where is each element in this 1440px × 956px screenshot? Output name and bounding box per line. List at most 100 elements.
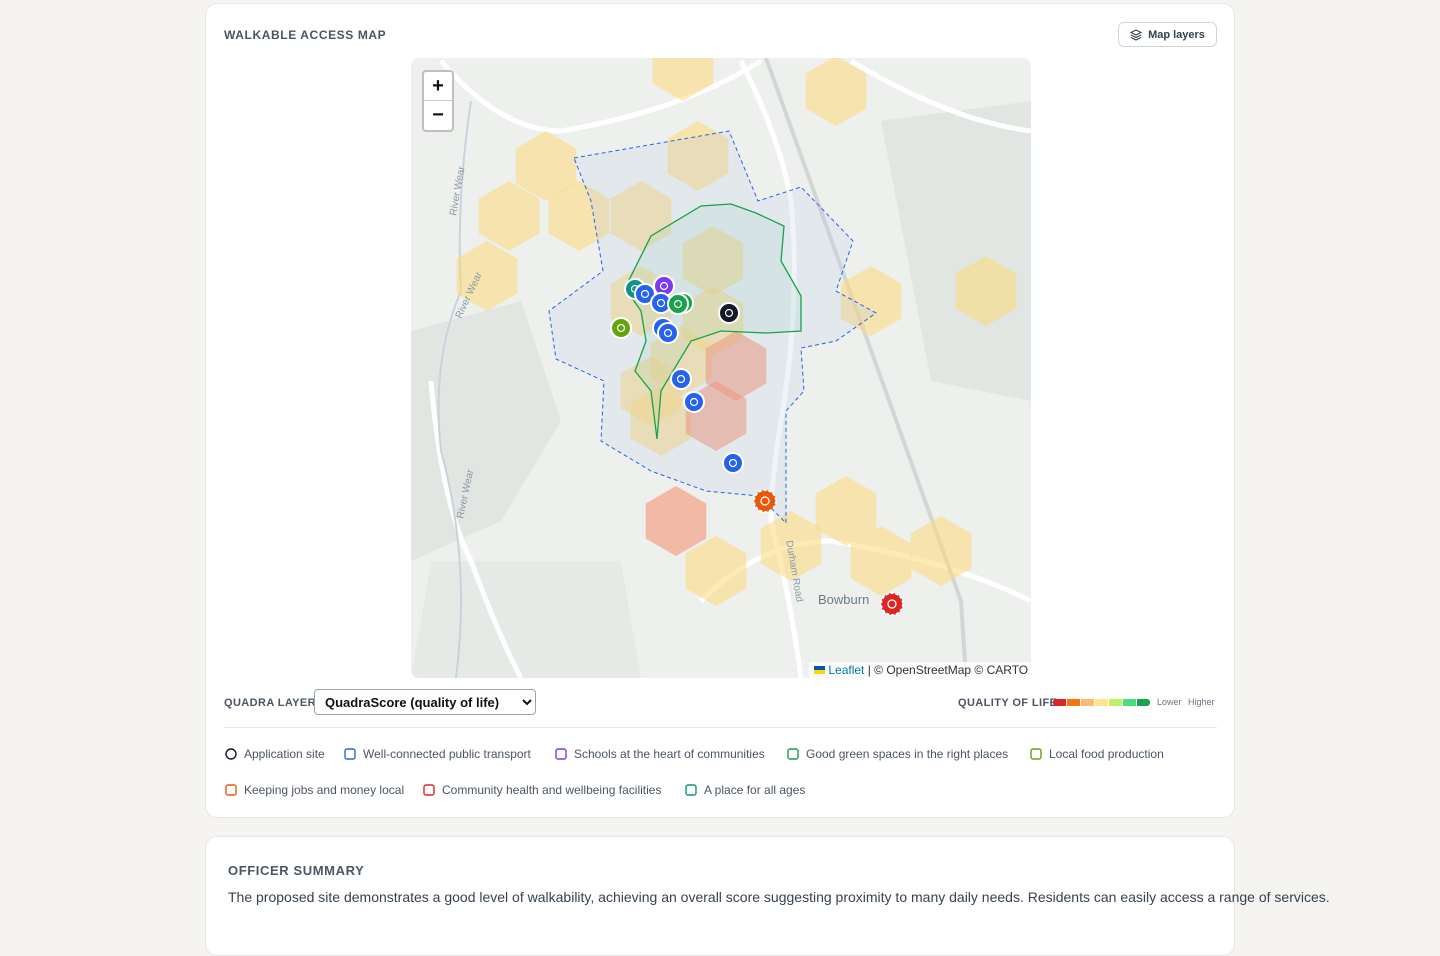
icon-shape [787, 748, 799, 760]
legend-item: Local food production [1029, 747, 1164, 761]
hex [850, 526, 912, 596]
legend-icon [555, 748, 567, 760]
hex [760, 511, 822, 581]
scale-low: Lower [1157, 697, 1182, 707]
hex [682, 226, 744, 296]
legend-icon [1030, 748, 1042, 760]
legend-icon [225, 748, 237, 760]
legend-label: Community health and wellbeing facilitie… [442, 783, 662, 797]
map-marker [610, 317, 632, 339]
legend-item: Schools at the heart of communities [554, 747, 765, 761]
map-layers-button[interactable]: Map layers [1118, 22, 1217, 47]
green-isochrone [624, 203, 802, 440]
layer-label: QUADRA LAYER [224, 697, 316, 709]
legend-item: Good green spaces in the right places [786, 747, 1008, 761]
walk-isochrone [548, 130, 877, 525]
legend-label: Local food production [1049, 747, 1164, 761]
button-label: Map layers [1148, 28, 1205, 41]
scale-high: Higher [1188, 697, 1215, 707]
zoom-out[interactable]: − [432, 104, 444, 126]
summary-title: OFFICER SUMMARY [228, 863, 365, 878]
highlight-marker [753, 489, 777, 513]
zoom-control: + − [422, 70, 454, 132]
layer-select[interactable]: QuadraScore (quality of life) [314, 689, 536, 715]
hex [910, 516, 972, 586]
highlight-marker [880, 592, 904, 616]
icon-shape [423, 784, 435, 796]
marker-icon [728, 458, 738, 468]
icon-shape [685, 784, 697, 796]
legend-icon [787, 748, 799, 760]
legend-label: Good green spaces in the right places [806, 747, 1009, 761]
legend-item: Application site [224, 747, 325, 761]
legend-label: A place for all ages [704, 783, 806, 797]
hex [685, 536, 747, 606]
map-marker [657, 322, 679, 344]
summary-card: OFFICER SUMMARY The proposed site demons… [205, 836, 1330, 956]
hex [652, 58, 714, 101]
hex [456, 241, 518, 311]
hex [705, 331, 767, 401]
map-card: WALKABLE ACCESS MAP Map layers River Wea… [205, 3, 1235, 818]
marker-icon [760, 496, 770, 506]
map-marker [683, 391, 705, 413]
markers [610, 275, 904, 616]
legend-item: Community health and wellbeing facilitie… [422, 783, 661, 797]
map-marker [718, 302, 740, 324]
summary-text: The proposed site demonstrates a good le… [228, 889, 1330, 905]
legend-label: Schools at the heart of communities [574, 747, 765, 761]
page: WALKABLE ACCESS MAP Map layers River Wea… [205, 3, 1330, 956]
scale-bar [1053, 699, 1150, 706]
icon-shape [225, 784, 237, 796]
card-title: WALKABLE ACCESS MAP [224, 28, 387, 42]
icon-shape [225, 748, 237, 760]
attribution-text: | © OpenStreetMap © CARTO [867, 663, 1029, 677]
legend-label: Application site [244, 747, 325, 761]
map-marker [670, 368, 692, 390]
zoom-in[interactable]: + [424, 72, 452, 101]
icon-shape [555, 748, 567, 760]
map-marker [667, 293, 689, 315]
hex [645, 486, 707, 556]
leaflet-link[interactable]: Leaflet [828, 663, 865, 677]
legend-icon [423, 784, 435, 796]
hex [548, 181, 610, 251]
legend-item: A place for all ages [684, 783, 805, 797]
icon-shape [344, 748, 356, 760]
marker-icon [663, 328, 673, 338]
marker-icon [689, 397, 699, 407]
river [437, 100, 472, 678]
marker-icon [887, 599, 897, 609]
marker-icon [656, 298, 666, 308]
hex [515, 131, 577, 201]
legend-label: Keeping jobs and money local [244, 783, 405, 797]
scale-label: QUALITY OF LIFE [958, 697, 1058, 709]
icon-shape [1030, 748, 1042, 760]
marker-icon [676, 374, 686, 384]
divider [224, 727, 1217, 728]
marker-icon [616, 323, 626, 333]
hex [815, 476, 877, 546]
marker-icon [673, 299, 683, 309]
hex [805, 58, 867, 126]
marker-icon [724, 308, 734, 318]
map-marker [722, 452, 744, 474]
legend-icon [344, 748, 356, 760]
marker-icon [640, 289, 650, 299]
map-label: Bowburn [818, 592, 869, 607]
map: River Wear River Wear River Wear Durham … [411, 58, 1031, 678]
layers-icon [1130, 28, 1143, 41]
railway [764, 58, 968, 678]
hex-layer [456, 58, 1017, 606]
legend-item: Keeping jobs and money local [224, 783, 404, 797]
legend-icon [225, 784, 237, 796]
legend-label: Well-connected public transport [363, 747, 531, 761]
hex [840, 266, 902, 336]
hex [955, 256, 1017, 326]
hex [478, 181, 540, 251]
legend-item: Well-connected public transport [343, 747, 531, 761]
attribution: Leaflet | © OpenStreetMap © CARTO [809, 662, 1034, 678]
marker-icon [659, 281, 669, 291]
hex [667, 121, 729, 191]
legend-icon [685, 784, 697, 796]
